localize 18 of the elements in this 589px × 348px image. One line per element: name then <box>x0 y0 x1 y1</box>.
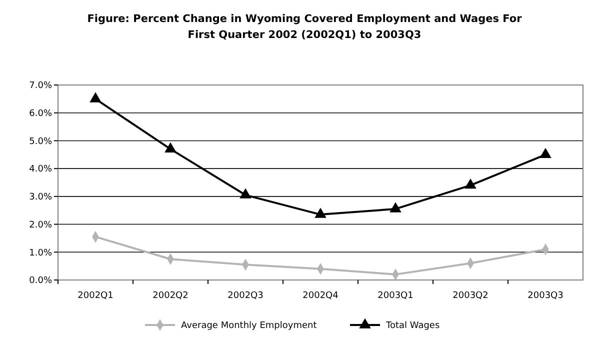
x-tick-label: 2003Q1 <box>378 291 414 301</box>
legend-label: Average Monthly Employment <box>181 321 318 332</box>
y-tick-label: 4.0% <box>29 164 52 175</box>
chart-title: Figure: Percent Change in Wyoming Covered Employment and Wages For First Quarter 2002 (2002Q1) to 2003Q3 <box>87 13 523 41</box>
x-tick-label: 2002Q2 <box>152 291 188 301</box>
x-tick-label: 2002Q1 <box>78 291 114 301</box>
y-tick-label: 7.0% <box>29 81 52 92</box>
x-tick-label: 2002Q4 <box>302 291 339 301</box>
y-tick-label: 6.0% <box>29 109 52 120</box>
y-tick-label: 5.0% <box>29 136 52 147</box>
x-tick-label: 2002Q3 <box>228 291 264 301</box>
y-tick-label: 2.0% <box>29 220 52 230</box>
legend-label: Total Wages <box>385 321 440 332</box>
x-tick-label: 2003Q2 <box>452 291 488 301</box>
y-tick-label: 0.0% <box>29 276 52 286</box>
y-tick-label: 3.0% <box>29 192 52 203</box>
x-tick-label: 2003Q3 <box>528 291 564 301</box>
y-tick-label: 1.0% <box>29 248 52 258</box>
